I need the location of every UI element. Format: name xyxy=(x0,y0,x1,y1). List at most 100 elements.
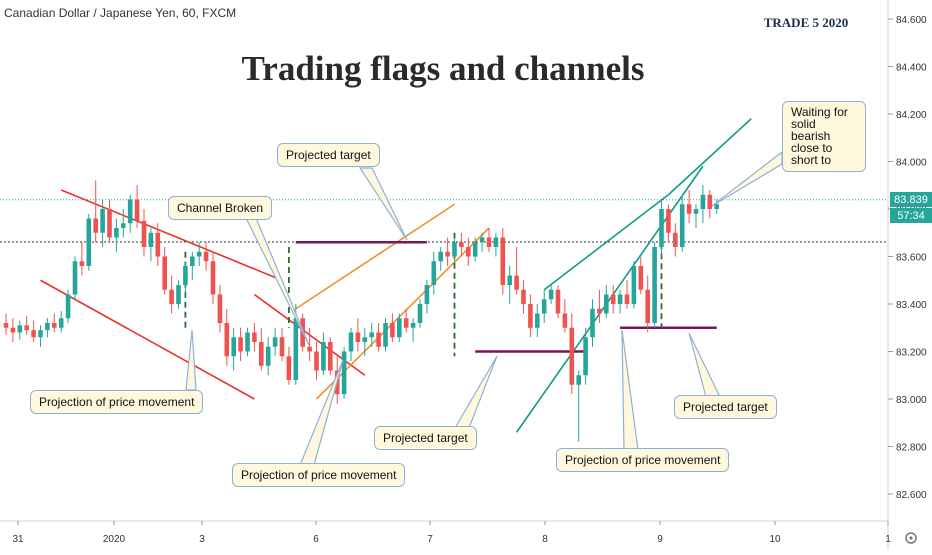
candle-body xyxy=(424,285,430,304)
candle-body xyxy=(376,332,381,347)
candle-body xyxy=(38,330,43,338)
teal-channel-line xyxy=(515,165,704,433)
pointer-channel-broken xyxy=(245,217,310,346)
y-tick-label: 84.200 xyxy=(896,110,927,121)
chart-title: Trading flags and channels xyxy=(242,49,645,88)
chart-settings-icon[interactable] xyxy=(905,532,917,544)
candle-body xyxy=(348,332,354,352)
y-tick-label: 84.000 xyxy=(896,158,927,169)
teal-channel-extension xyxy=(667,118,752,196)
candle-body xyxy=(410,323,416,328)
teal-channel-line xyxy=(543,194,669,291)
x-tick-label: 7 xyxy=(427,534,433,545)
candle-body xyxy=(438,251,443,262)
candle-body xyxy=(548,289,554,300)
candle-body xyxy=(24,325,29,331)
candle-body xyxy=(707,194,713,209)
x-tick-label: 2020 xyxy=(103,534,126,545)
candle-body xyxy=(652,247,657,323)
candle-body xyxy=(597,308,602,314)
candle-body xyxy=(341,351,347,395)
y-tick-label: 84.600 xyxy=(896,15,927,26)
pointer-projected-target-1 xyxy=(358,167,408,241)
candle-body xyxy=(562,313,568,328)
candle-body xyxy=(693,209,699,214)
candle-body xyxy=(486,237,492,247)
candle-body xyxy=(127,199,133,224)
x-tick-label: 9 xyxy=(657,534,663,545)
candle-body xyxy=(714,204,719,209)
candle-body xyxy=(162,256,167,290)
candle-body xyxy=(452,242,457,257)
candle-body xyxy=(500,237,506,285)
candle-body xyxy=(472,242,478,257)
candle-body xyxy=(307,346,312,352)
x-tick-label: 6 xyxy=(313,534,319,545)
candle-body xyxy=(383,323,388,347)
candle-body xyxy=(196,251,202,257)
y-tick-label: 82.600 xyxy=(896,490,927,501)
x-tick-label: 8 xyxy=(542,534,548,545)
candle-body xyxy=(265,346,271,366)
pointer-waiting xyxy=(711,150,783,207)
callout-waiting: Waiting for solid bearish close to short… xyxy=(782,101,866,172)
candle-body xyxy=(231,337,236,357)
candle-body xyxy=(321,342,326,371)
red-channel-line xyxy=(60,189,283,281)
candle-body xyxy=(93,218,98,233)
candle-body xyxy=(541,299,547,314)
candle-body xyxy=(272,337,278,347)
candle-body xyxy=(293,318,299,380)
candle-body xyxy=(431,261,437,285)
candle-body xyxy=(45,323,50,331)
candle-body xyxy=(148,232,154,247)
candle-body xyxy=(107,209,112,238)
candle-body xyxy=(203,251,209,262)
candle-body xyxy=(362,337,368,342)
y-tick-label: 83.600 xyxy=(896,253,927,264)
y-tick-label: 84.400 xyxy=(896,63,927,74)
x-tick-label: 3 xyxy=(199,534,205,545)
candle-body xyxy=(610,294,616,304)
candle-body xyxy=(245,332,250,352)
candle-body xyxy=(700,194,706,209)
candle-body xyxy=(79,261,85,266)
callout-projected-target-2: Projected target xyxy=(374,426,477,450)
last-price-tag xyxy=(890,192,932,207)
candle-body xyxy=(645,289,650,323)
candle-body xyxy=(576,375,581,385)
candle-body xyxy=(631,266,637,304)
x-tick-label: 31 xyxy=(12,534,24,545)
last-price-value: 83.839 xyxy=(894,194,928,206)
orange-flag-line xyxy=(295,203,455,310)
candle-body xyxy=(659,209,664,247)
candle-body xyxy=(190,256,195,266)
candle-body xyxy=(121,223,126,228)
candle-body xyxy=(617,294,623,304)
candle-body xyxy=(210,261,216,295)
y-tick-label: 83.000 xyxy=(896,395,927,406)
candle-body xyxy=(155,232,161,257)
candle-body xyxy=(528,304,533,328)
y-tick-label: 83.200 xyxy=(896,348,927,359)
candle-body xyxy=(259,342,264,366)
candle-body xyxy=(555,289,561,314)
candle-body xyxy=(445,251,450,257)
candle-body xyxy=(169,289,174,304)
pointer-projection-1 xyxy=(185,329,197,391)
red-channel-line xyxy=(40,279,255,400)
candle-body xyxy=(535,313,540,328)
pointer-projected-target-2 xyxy=(453,355,498,429)
candle-body xyxy=(638,266,644,290)
candle-body xyxy=(314,351,319,371)
callout-channel-broken: Channel Broken xyxy=(168,196,273,220)
candle-body xyxy=(52,323,57,328)
candle-body xyxy=(507,275,512,285)
callout-projected-target-3: Projected target xyxy=(674,395,777,419)
candle-body xyxy=(3,323,9,328)
candle-body xyxy=(679,204,685,247)
candle-body xyxy=(604,294,609,314)
x-tick-label: 1 xyxy=(885,534,891,545)
